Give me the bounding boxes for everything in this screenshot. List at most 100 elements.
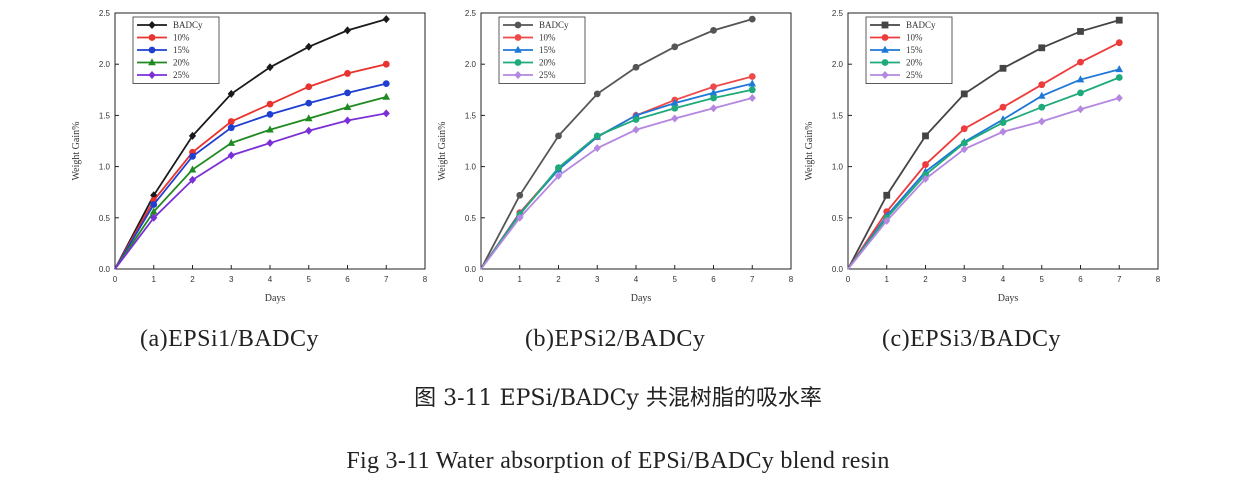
legend-label: 15% [539, 45, 556, 55]
legend: BADCy 10% 15% 20% 25% [498, 16, 586, 84]
series-line [480, 18, 753, 270]
y-tick-label: 2.5 [832, 9, 844, 18]
data-point [305, 99, 313, 107]
y-axis-label: Weight Gain% [437, 122, 448, 181]
legend-label: 25% [906, 70, 923, 80]
y-tick-label: 1.0 [465, 163, 477, 172]
legend-label: 25% [173, 70, 190, 80]
series-25pct [114, 109, 390, 270]
data-point [670, 98, 679, 106]
data-point [883, 216, 891, 225]
legend-marker [514, 71, 522, 79]
figure-caption-chinese: 图 3-11 EPSi/BADCy 共混树脂的吸水率 [414, 386, 822, 411]
data-point [227, 89, 235, 98]
series-line [847, 41, 1120, 270]
data-point [1038, 117, 1046, 126]
data-point [922, 161, 929, 168]
data-point [883, 191, 891, 199]
legend-marker [148, 21, 156, 29]
series-20pct [114, 92, 391, 270]
data-point [189, 152, 196, 160]
series-line [480, 97, 753, 270]
x-tick-label: 6 [1078, 275, 1083, 284]
data-point [748, 86, 756, 94]
data-point [227, 138, 236, 146]
x-tick-label: 1 [152, 275, 157, 284]
y-tick-label: 1.5 [99, 111, 111, 120]
legend-marker [881, 34, 889, 41]
legend: BADCy 10% 15% 20% 25% [132, 16, 220, 84]
y-tick-label: 1.0 [832, 163, 844, 172]
legend-label: 15% [906, 45, 923, 55]
data-point [1115, 16, 1123, 24]
series-line [114, 82, 387, 270]
data-point [632, 63, 640, 71]
y-tick-label: 0.5 [832, 214, 844, 223]
x-tick-label: 7 [384, 275, 389, 284]
x-tick-label: 6 [345, 275, 350, 284]
data-point [710, 83, 717, 91]
legend-label: 25% [539, 70, 556, 80]
y-tick-label: 0.0 [832, 265, 844, 274]
legend-marker [148, 46, 156, 54]
data-point [748, 15, 756, 23]
data-point [516, 213, 524, 222]
y-tick-label: 2.5 [465, 9, 477, 18]
data-point [150, 213, 158, 222]
data-point [555, 164, 562, 172]
data-point [554, 171, 563, 180]
data-point [632, 111, 640, 119]
y-tick-label: 0.5 [99, 214, 111, 223]
y-axis-label: Weight Gain% [804, 122, 815, 181]
figure-caption-english: Fig 3-11 Water absorption of EPSi/BADCy … [346, 448, 890, 474]
legend-label: 10% [173, 33, 190, 43]
data-point [922, 132, 929, 140]
data-point [305, 83, 313, 91]
legend-label: 15% [173, 45, 190, 55]
data-point [960, 125, 968, 133]
data-point [960, 145, 968, 154]
x-tick-label: 8 [423, 275, 428, 284]
data-point [921, 174, 930, 183]
legend-label: 20% [173, 58, 190, 68]
legend-marker [148, 58, 156, 66]
series-line [114, 63, 387, 270]
legend-label: 20% [906, 58, 923, 68]
series-10pct [480, 73, 756, 270]
data-point [593, 90, 601, 98]
chart-panel-a: 0.0 0.5 1.0 1.5 2.0 2.5 0 1 2 3 4 5 6 7 8 Days Weight Ga… [62, 5, 442, 315]
data-point [266, 125, 274, 133]
data-point [671, 43, 679, 51]
data-point [1038, 103, 1046, 111]
legend-label: 20% [539, 58, 556, 68]
data-point [188, 175, 197, 184]
x-tick-label: 5 [307, 275, 312, 284]
legend-marker [881, 59, 889, 66]
data-point [343, 26, 352, 35]
data-point [632, 125, 640, 134]
subcaption-b: (b)EPSi2/BADCy [525, 326, 706, 352]
legend: BADCy 10% 15% 20% 25% [865, 16, 953, 84]
subcaption-c: (c)EPSi3/BADCy [882, 326, 1062, 352]
x-tick-label: 8 [1156, 275, 1161, 284]
data-point [227, 124, 235, 132]
series-25pct [480, 93, 756, 270]
data-point [305, 126, 313, 135]
x-axis-label: Days [998, 293, 1019, 304]
chart-b-svg: 0.0 0.5 1.0 1.5 2.0 2.5 0 1 2 3 4 5 6 7 8 Days Weight Ga… [437, 9, 794, 304]
data-point [382, 109, 390, 118]
data-point [1115, 65, 1124, 73]
data-point [1077, 28, 1084, 35]
x-tick-label: 2 [923, 275, 928, 284]
data-point [382, 92, 391, 100]
y-axis-label: Weight Gain% [71, 122, 82, 181]
series-line [847, 19, 1120, 270]
data-point [960, 139, 968, 147]
y-tick-label: 2.0 [465, 60, 477, 69]
series-25pct [847, 93, 1123, 270]
data-point [1115, 93, 1123, 102]
legend-marker [514, 21, 522, 29]
data-point [1077, 89, 1084, 97]
data-point [150, 191, 158, 200]
data-point [555, 132, 562, 140]
